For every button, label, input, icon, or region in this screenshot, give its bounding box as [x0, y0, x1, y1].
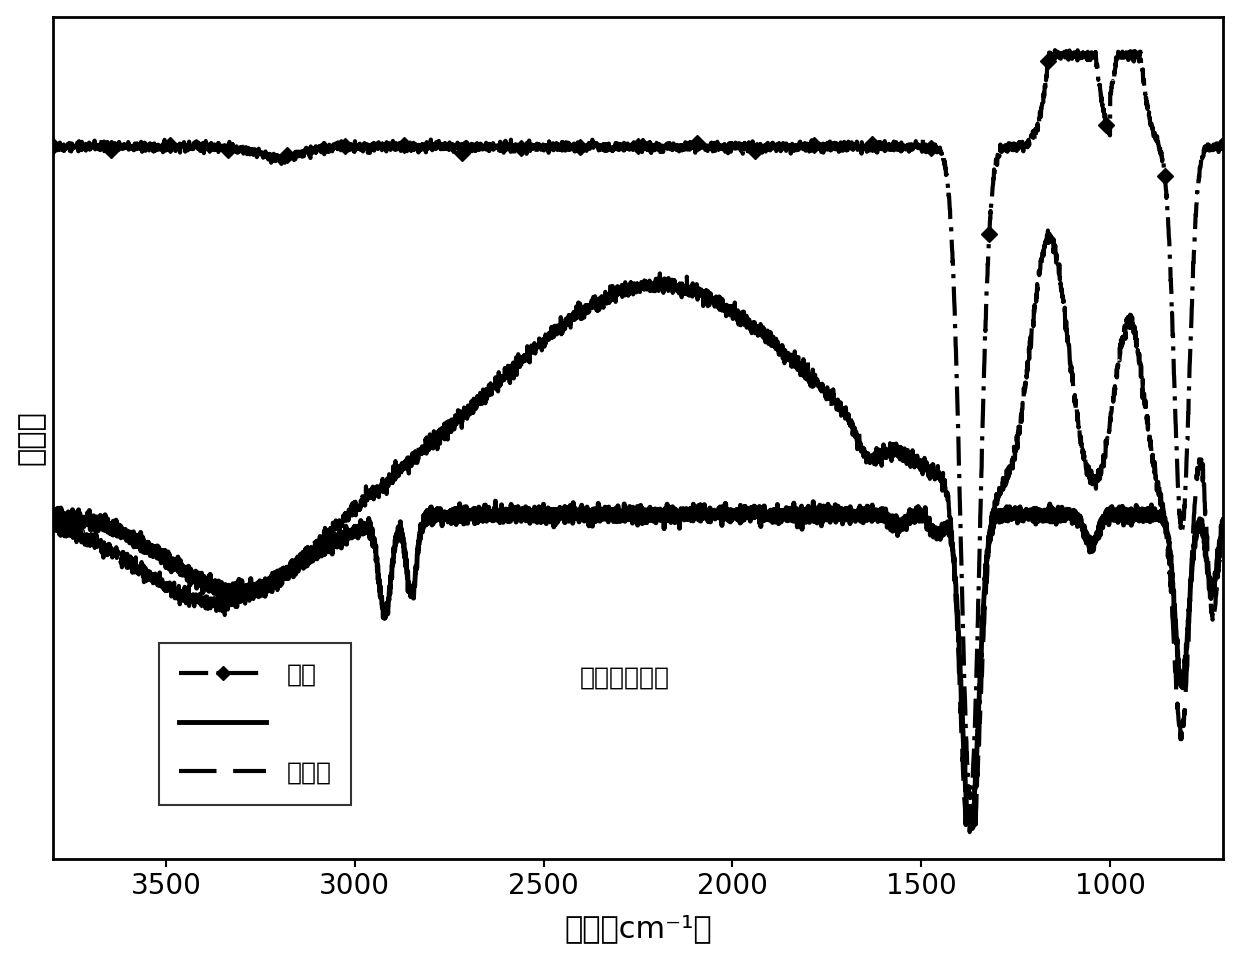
Text: (%): (%) [61, 520, 94, 540]
氨氮基 [1216, 518, 1231, 530]
原始 [963, 792, 978, 804]
脂肪链接枝的 [807, 516, 822, 527]
原始 [1216, 143, 1231, 155]
氨氮基 [962, 827, 977, 838]
脂肪链接枝的 [962, 814, 977, 826]
氨氮基 [919, 461, 934, 472]
氨氮基 [806, 374, 821, 386]
脂肪链接枝的 [1008, 505, 1023, 516]
脂肪链接枝的 [489, 495, 503, 507]
脂肪链接枝的 [45, 513, 60, 524]
氨氮基 [45, 522, 60, 534]
Line: 氨氮基: 氨氮基 [52, 230, 1224, 832]
Text: 脂肪链接枝的: 脂肪链接枝的 [579, 666, 670, 690]
Y-axis label: 透射率: 透射率 [16, 411, 46, 466]
氨氮基 [258, 584, 273, 595]
脂肪链接枝的 [919, 516, 934, 527]
氨氮基 [492, 374, 507, 386]
脂肪链接枝的 [1216, 514, 1231, 525]
原始 [1008, 143, 1023, 155]
原始 [806, 140, 821, 152]
原始 [492, 137, 507, 149]
氨氮基 [1040, 225, 1055, 236]
脂肪链接枝的 [258, 573, 273, 585]
原始 [1068, 44, 1083, 56]
原始 [748, 140, 763, 152]
Legend: 原始, , 氨氮基: 原始, , 氨氮基 [159, 642, 351, 804]
脂肪链接枝的 [748, 501, 763, 513]
X-axis label: 波长（cm⁻¹）: 波长（cm⁻¹） [564, 914, 712, 944]
Line: 脂肪链接枝的: 脂肪链接枝的 [52, 501, 1224, 820]
氨氮基 [748, 317, 763, 328]
氨氮基 [1008, 445, 1023, 457]
原始 [258, 149, 273, 160]
Line: 原始: 原始 [47, 44, 1229, 804]
脂肪链接枝的 [492, 504, 507, 516]
原始 [919, 139, 934, 151]
原始 [45, 140, 60, 152]
